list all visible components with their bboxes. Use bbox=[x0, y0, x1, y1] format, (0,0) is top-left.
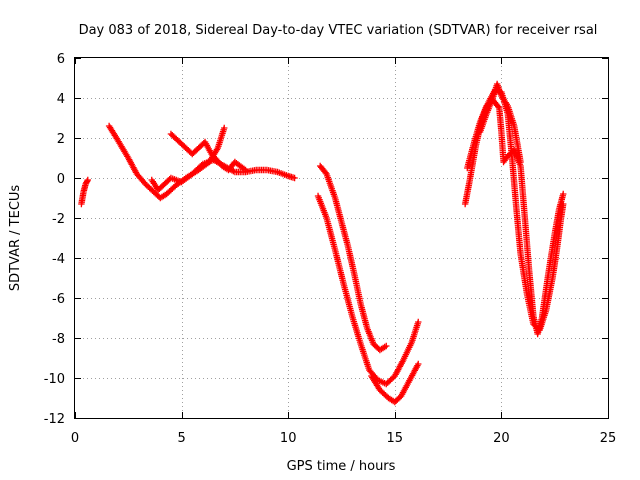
data-series-9 bbox=[464, 96, 567, 338]
plot-frame bbox=[74, 57, 609, 419]
y-tick-label: 2 bbox=[57, 132, 65, 147]
data-series-5 bbox=[316, 162, 390, 354]
x-tick-label: 20 bbox=[493, 431, 510, 446]
data-point bbox=[221, 124, 228, 132]
y-tick-label: 6 bbox=[57, 52, 65, 67]
data-series-4 bbox=[167, 130, 249, 174]
y-tick-label: -2 bbox=[52, 212, 65, 227]
x-axis-label: GPS time / hours bbox=[287, 459, 396, 474]
data-point bbox=[517, 158, 524, 166]
chart-title: Day 083 of 2018, Sidereal Day-to-day VTE… bbox=[79, 23, 598, 38]
data-point bbox=[415, 318, 422, 326]
data-point bbox=[242, 166, 249, 174]
x-tick-label: 5 bbox=[177, 431, 185, 446]
axis-ticks: 0 5 10 15 20 25 -12 -10 -8 -6 -4 -2 0 2 4 6 bbox=[44, 52, 617, 446]
data-point bbox=[495, 103, 502, 110]
y-tick-label: -4 bbox=[52, 252, 65, 267]
data-point bbox=[383, 342, 390, 350]
data-points bbox=[78, 80, 567, 406]
y-axis-label: SDTVAR / TECUs bbox=[8, 185, 23, 292]
data-point bbox=[83, 178, 91, 185]
x-tick-label: 25 bbox=[600, 431, 617, 446]
data-point bbox=[415, 360, 422, 368]
x-tick-label: 15 bbox=[387, 431, 404, 446]
grid-lines bbox=[75, 58, 608, 418]
y-tick-label: -12 bbox=[44, 412, 65, 427]
data-point bbox=[560, 190, 567, 198]
y-tick-label: -8 bbox=[52, 332, 65, 347]
data-series-6 bbox=[314, 192, 422, 388]
data-series-8 bbox=[461, 86, 567, 334]
data-series-1 bbox=[78, 176, 91, 208]
x-tick-label: 0 bbox=[71, 431, 79, 446]
y-tick-label: -6 bbox=[52, 292, 65, 307]
data-series-7 bbox=[368, 360, 422, 406]
y-tick-label: -10 bbox=[44, 372, 65, 387]
data-point bbox=[291, 174, 298, 182]
y-tick-label: 4 bbox=[57, 92, 65, 107]
y-tick-label: 0 bbox=[57, 172, 65, 187]
data-series-10 bbox=[476, 80, 524, 166]
data-point bbox=[84, 176, 91, 184]
x-tick-label: 10 bbox=[280, 431, 297, 446]
